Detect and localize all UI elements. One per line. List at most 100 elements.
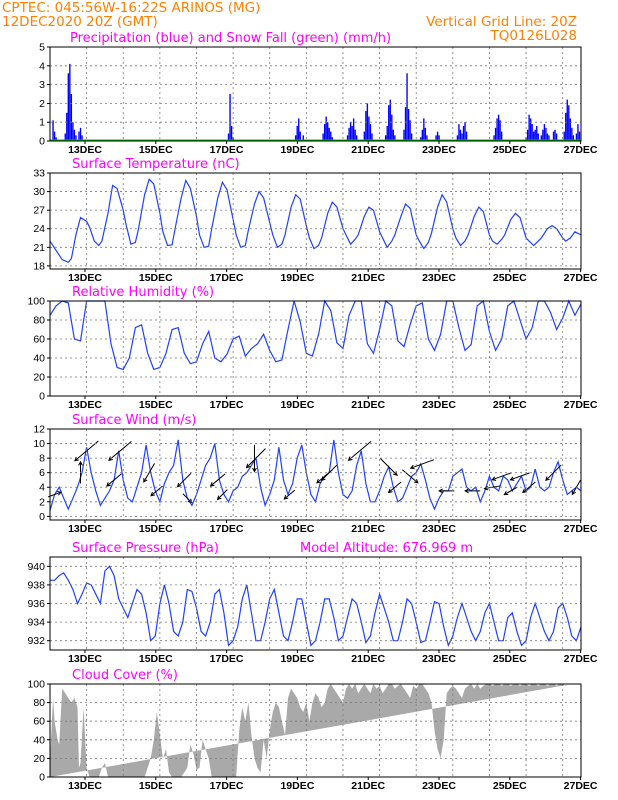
- wind-x-tick-label: 13DEC: [68, 523, 102, 535]
- precip-bar: [356, 135, 358, 141]
- precip-bar: [410, 133, 413, 141]
- humidity-title: Relative Humidity (%): [72, 285, 214, 300]
- precip-bar: [407, 109, 410, 141]
- cloud-cover-title: Cloud Cover (%): [72, 668, 178, 683]
- temp-y-tick-label: 30: [33, 186, 45, 198]
- wind-arrow: [347, 441, 372, 461]
- precip-bar: [302, 135, 304, 141]
- rh-y-tick-label: 20: [33, 372, 45, 384]
- rh-x-tick-label: 19DEC: [280, 399, 314, 411]
- precip-bar: [499, 120, 501, 141]
- cloud-x-tick-label: 27DEC: [564, 780, 598, 792]
- wind-arrow: [182, 493, 193, 504]
- pressure-data: [50, 565, 582, 648]
- precip-bar: [52, 120, 54, 141]
- precip-bar: [385, 135, 387, 141]
- rh-data: [49, 299, 582, 371]
- precip-bar: [69, 63, 71, 141]
- precip-bar: [53, 131, 56, 141]
- precip-bar: [529, 118, 532, 141]
- precip-bar: [566, 99, 568, 141]
- temp-gridlines: [49, 173, 581, 269]
- pressure-x-tick-label: 21DEC: [351, 653, 385, 665]
- pressure-y-tick-label: 932: [27, 635, 45, 647]
- pressure-y-tick-label: 936: [27, 598, 45, 610]
- wind-arrow: [209, 473, 226, 487]
- precip-y-tick-label: 1: [39, 117, 45, 129]
- precip-y-tick-label: 2: [39, 98, 45, 110]
- pressure-panel: Surface Pressure (hPa) Model Altitude: 6…: [27, 541, 597, 665]
- temp-y-tick-label: 27: [33, 205, 45, 217]
- precip-x-tick-label: 21DEC: [351, 144, 385, 156]
- temp-y-tick-label: 18: [33, 260, 45, 272]
- precip-x-tick-label: 27DEC: [564, 144, 598, 156]
- rh-frame: [49, 300, 582, 397]
- wind-x-tick-label: 23DEC: [422, 523, 456, 535]
- cloud-y-tick-label: 0: [39, 772, 45, 784]
- cloud-y-tick-label: 100: [27, 679, 45, 691]
- precip-bar: [497, 114, 500, 141]
- precip-bar: [461, 133, 463, 141]
- wind-x-tick-label: 21DEC: [351, 523, 385, 535]
- precip-bar: [363, 131, 366, 141]
- precip-bar: [392, 129, 395, 141]
- precip-bar: [462, 125, 465, 141]
- precip-bar: [346, 135, 349, 141]
- precip-bar: [55, 137, 57, 141]
- pressure-x-tick-label: 23DEC: [422, 653, 456, 665]
- precip-bar: [545, 127, 547, 141]
- precip-x-tick-label: 25DEC: [493, 144, 527, 156]
- precip-bar: [436, 131, 439, 141]
- pressure-title: Surface Pressure (hPa): [72, 541, 219, 556]
- precip-bar: [409, 120, 411, 141]
- precip-bar: [563, 131, 565, 141]
- precip-bar: [496, 118, 498, 141]
- precip-y-tick-label: 0: [39, 136, 45, 148]
- wind-arrow: [409, 459, 435, 470]
- precip-bar: [330, 131, 332, 141]
- precip-x-tick-label: 17DEC: [210, 144, 244, 156]
- precip-bar: [569, 118, 572, 141]
- wind-arrow: [402, 469, 419, 484]
- precip-bar: [352, 118, 355, 141]
- precip-bar: [526, 129, 529, 141]
- pressure-x-tick-label: 25DEC: [493, 653, 527, 665]
- precip-bar: [536, 125, 538, 141]
- precip-bar: [349, 122, 352, 141]
- wind-x-tick-label: 25DEC: [493, 523, 527, 535]
- precip-bar: [528, 114, 530, 141]
- precip-bar: [555, 133, 558, 141]
- precip-x-tick-label: 13DEC: [68, 144, 102, 156]
- precip-bar: [298, 118, 300, 141]
- wind-arrow: [380, 458, 398, 476]
- wind-panel: Surface Wind (m/s) 0 2 4 6 8 10 12 13DEC 15DEC 17…: [33, 413, 598, 535]
- precip-gridlines: [49, 47, 581, 141]
- temperature-panel: Surface Temperature (nC) 18 21 24 27 30 33 13D…: [33, 157, 598, 284]
- precip-bar: [548, 135, 550, 141]
- wind-series-line: [49, 439, 582, 511]
- header-datetime: 12DEC2020 20Z (GMT): [2, 14, 158, 30]
- wind-data: [47, 439, 582, 511]
- precip-bar: [296, 125, 298, 141]
- rh-y-tick-label: 40: [33, 353, 45, 365]
- precip-bar: [546, 133, 549, 141]
- precip-bar: [542, 129, 544, 141]
- precip-bar: [531, 124, 533, 141]
- precip-bar: [230, 125, 233, 141]
- temp-y-tick-label: 24: [33, 223, 45, 235]
- precip-bar: [331, 137, 333, 141]
- cloud-x-tick-label: 25DEC: [493, 780, 527, 792]
- precip-bar: [66, 112, 68, 141]
- precip-bar: [424, 127, 427, 141]
- pressure-gridlines: [49, 557, 581, 650]
- precip-bar: [327, 122, 329, 141]
- wind-arrow: [438, 488, 455, 494]
- cloud-data: [50, 684, 572, 777]
- pressure-x-tick-label: 15DEC: [139, 653, 173, 665]
- precip-bar: [368, 116, 370, 141]
- precip-bar: [64, 133, 66, 141]
- precip-bar: [294, 135, 297, 141]
- precip-bar: [435, 135, 437, 141]
- precip-bar: [79, 127, 82, 141]
- rh-x-tick-label: 21DEC: [351, 399, 385, 411]
